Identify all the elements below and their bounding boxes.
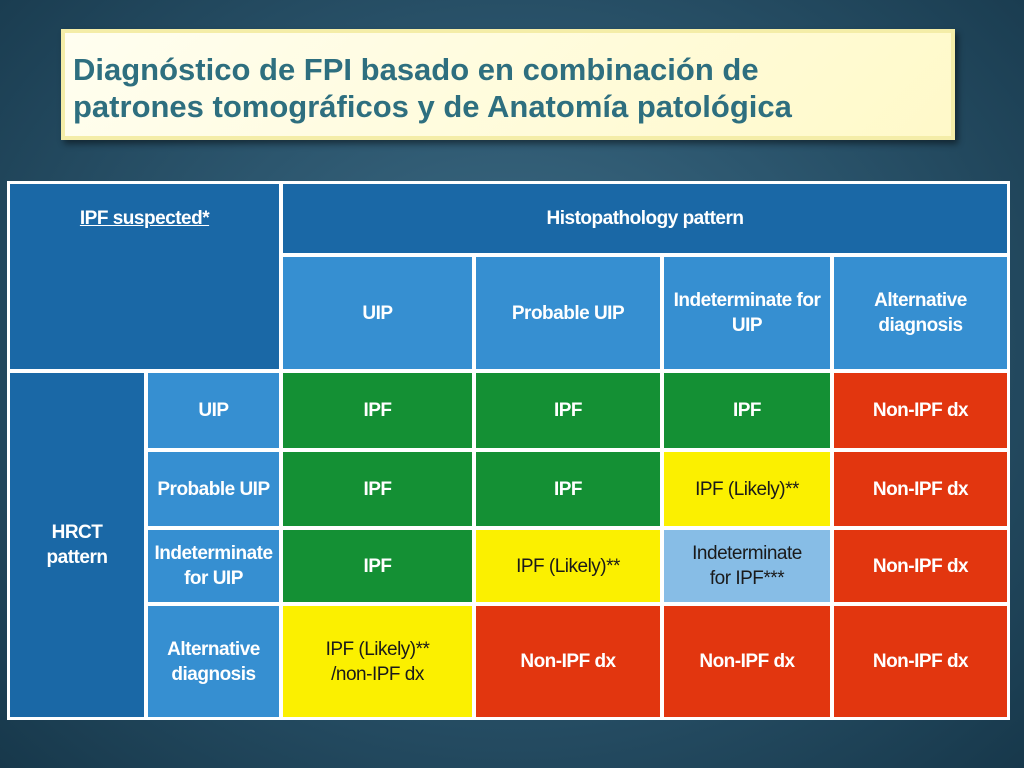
col-header-alternative-diagnosis: Alternative diagnosis xyxy=(834,257,1007,369)
result-cell: Non-IPF dx xyxy=(834,530,1007,602)
result-line1: IPF (Likely)** xyxy=(516,555,620,577)
result-cell: IPF xyxy=(664,373,830,448)
hrct-header-line2: pattern xyxy=(46,547,108,568)
result-line1: Non-IPF dx xyxy=(520,651,616,672)
result-line1: Non-IPF dx xyxy=(872,555,969,577)
result-cell: Non-IPF dx xyxy=(664,606,830,717)
col-header-line1: Probable UIP xyxy=(511,302,625,324)
diagnosis-table: IPF suspected* Histopathology pattern UI… xyxy=(7,181,1010,720)
row-header-line2: for UIP xyxy=(184,568,243,589)
row-header-indeterminate-uip: Indeterminate for UIP xyxy=(148,530,279,602)
hrct-header-cell: HRCT pattern xyxy=(10,373,144,717)
row-header-line2: diagnosis xyxy=(171,663,256,685)
row-header-probable-uip: Probable UIP xyxy=(148,452,279,526)
result-cell: Non-IPF dx xyxy=(834,606,1007,717)
corner-header-cell: IPF suspected* xyxy=(10,184,279,369)
result-line1: Non-IPF dx xyxy=(872,651,969,672)
result-line1: IPF xyxy=(363,400,392,421)
result-line1: IPF (Likely)** xyxy=(695,478,799,500)
row-header-uip: UIP xyxy=(148,373,279,448)
result-line1: Indeterminate xyxy=(692,543,802,564)
result-cell: IPF xyxy=(283,373,472,448)
slide-title-line-2: patrones tomográficos y de Anatomía pato… xyxy=(73,89,792,124)
col-header-line1: UIP xyxy=(362,302,393,324)
col-header-line2: diagnosis xyxy=(878,315,963,336)
histopathology-header-cell: Histopathology pattern xyxy=(283,184,1007,253)
histopathology-header-label: Histopathology pattern xyxy=(546,208,744,229)
slide-title-line-1: Diagnóstico de FPI basado en combinación… xyxy=(73,52,759,87)
row-header-alternative-diagnosis: Alternative diagnosis xyxy=(148,606,279,717)
result-line1: IPF xyxy=(363,555,392,577)
col-header-line1: Alternative xyxy=(874,290,967,311)
col-header-line1: Indeterminate for xyxy=(673,290,821,311)
slide-title-box: Diagnóstico de FPI basado en combinación… xyxy=(61,29,955,140)
result-line1: IPF (Likely)** xyxy=(325,638,430,660)
result-cell: Non-IPF dx xyxy=(476,606,660,717)
result-cell: Non-IPF dx xyxy=(834,452,1007,526)
result-line1: Non-IPF dx xyxy=(872,400,969,421)
result-line1: IPF xyxy=(553,478,583,500)
result-cell: IPF xyxy=(283,530,472,602)
result-cell: Indeterminate for IPF*** xyxy=(664,530,830,602)
result-cell: IPF (Likely)** xyxy=(664,452,830,526)
ipf-suspected-label: IPF suspected* xyxy=(79,208,210,229)
row-header-line1: Indeterminate xyxy=(154,543,273,564)
result-cell: IPF xyxy=(476,373,660,448)
col-header-line2: UIP xyxy=(731,315,763,336)
result-line2: for IPF*** xyxy=(709,568,785,589)
result-cell: IPF xyxy=(283,452,472,526)
result-line1: IPF xyxy=(363,478,392,500)
row-header-line1: Probable UIP xyxy=(157,478,270,500)
result-line1: IPF xyxy=(732,400,762,421)
result-cell: IPF xyxy=(476,452,660,526)
result-line1: Non-IPF dx xyxy=(872,478,969,500)
col-header-probable-uip: Probable UIP xyxy=(476,257,660,369)
hrct-header-line1: HRCT xyxy=(51,522,103,543)
result-cell: Non-IPF dx xyxy=(834,373,1007,448)
row-header-line1: UIP xyxy=(198,400,229,421)
result-line1: Non-IPF dx xyxy=(699,651,795,672)
col-header-uip: UIP xyxy=(283,257,472,369)
result-cell: IPF (Likely)** xyxy=(476,530,660,602)
result-line2: /non-IPF dx xyxy=(331,663,424,685)
result-line1: IPF xyxy=(553,400,583,421)
result-cell: IPF (Likely)** /non-IPF dx xyxy=(283,606,472,717)
row-header-line1: Alternative xyxy=(167,638,260,660)
col-header-indeterminate-uip: Indeterminate for UIP xyxy=(664,257,830,369)
